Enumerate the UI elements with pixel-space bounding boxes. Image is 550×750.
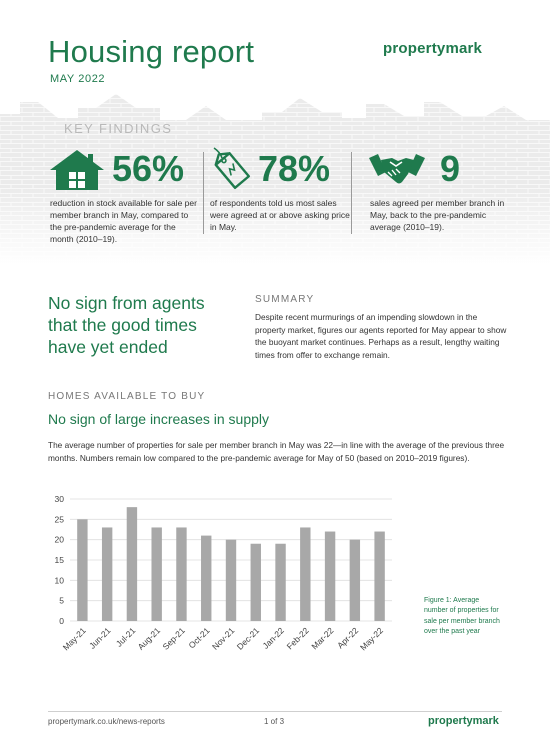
- bar-Oct-21: [201, 535, 212, 621]
- x-tick-label: Feb-22: [285, 625, 311, 651]
- y-tick-label: 15: [55, 555, 65, 565]
- bar-Jan-22: [275, 543, 286, 621]
- stat-divider: [203, 152, 204, 234]
- stat-description: reduction in stock available for sale pe…: [50, 198, 197, 244]
- x-tick-label: Apr-22: [335, 625, 360, 650]
- handshake-icon: [369, 154, 425, 184]
- x-tick-label: Jul-21: [114, 625, 138, 649]
- bar-May-21: [77, 519, 88, 621]
- summary-label: SUMMARY: [255, 294, 315, 305]
- y-tick-label: 20: [55, 535, 65, 545]
- y-tick-label: 10: [55, 575, 65, 585]
- x-tick-label: May-21: [61, 625, 88, 652]
- bar-Aug-21: [151, 527, 162, 621]
- footer-divider: [48, 711, 502, 712]
- y-tick-label: 5: [59, 596, 64, 606]
- bar-Sep-21: [176, 527, 187, 621]
- x-tick-label: Jun-21: [87, 625, 113, 651]
- x-tick-label: Nov-21: [210, 625, 237, 652]
- stat-value: 9: [440, 148, 461, 189]
- section-subtitle: No sign of large increases in supply: [48, 411, 270, 427]
- bar-Mar-22: [324, 531, 336, 621]
- y-tick-label: 0: [59, 616, 64, 626]
- stock-bar-chart: 0 5 10 15 20 25 30 May-21 Jun-21 Jul-21Aug-21Sep-…: [55, 494, 392, 652]
- section-text: The average number of properties for sal…: [48, 440, 505, 463]
- footer-link[interactable]: propertymark.co.uk/news-reports: [48, 717, 165, 726]
- figure-caption: Figure 1: Average number of properties f…: [424, 597, 500, 636]
- bar-May-22: [374, 531, 385, 621]
- page-title: Housing report: [48, 34, 255, 69]
- price-tag-icon: [213, 147, 251, 190]
- x-tick-label: Mar-22: [309, 625, 335, 651]
- y-tick-label: 30: [55, 494, 65, 504]
- x-tick-label: Jan-22: [260, 625, 286, 651]
- report-date: MAY 2022: [50, 73, 106, 85]
- stat-description: of respondents told us most sales were a…: [210, 198, 350, 232]
- x-tick-label: Dec-21: [235, 625, 262, 652]
- stat-value: 78%: [258, 148, 331, 189]
- bar-Jul-21: [126, 507, 138, 621]
- stat-description: sales agreed per member branch in May, b…: [370, 198, 505, 232]
- bar-Dec-21: [250, 543, 261, 621]
- brand-logo: propertymark: [383, 40, 483, 57]
- summary-headline: No sign from agents that the good times …: [48, 293, 205, 357]
- key-findings-label: KEY FINDINGS: [64, 121, 173, 136]
- bar-Feb-22: [300, 527, 311, 621]
- x-tick-label: May-22: [358, 625, 385, 652]
- section-label: HOMES AVAILABLE TO BUY: [48, 391, 206, 402]
- house-icon: [50, 150, 104, 190]
- x-tick-label: Sep-21: [160, 625, 187, 652]
- bar-Nov-21: [225, 539, 237, 621]
- x-tick-label: Aug-21: [136, 625, 163, 652]
- bar-Apr-22: [349, 539, 361, 621]
- summary-text: Despite recent murmurings of an impendin…: [255, 312, 507, 361]
- page-number: 1 of 3: [264, 717, 285, 726]
- stat-value: 56%: [112, 148, 185, 189]
- bar-Jun-21: [101, 527, 113, 621]
- stat-divider: [351, 152, 352, 234]
- x-tick-label: Oct-21: [187, 625, 212, 650]
- footer-brand-logo: propertymark: [428, 715, 499, 727]
- y-tick-label: 25: [55, 514, 65, 524]
